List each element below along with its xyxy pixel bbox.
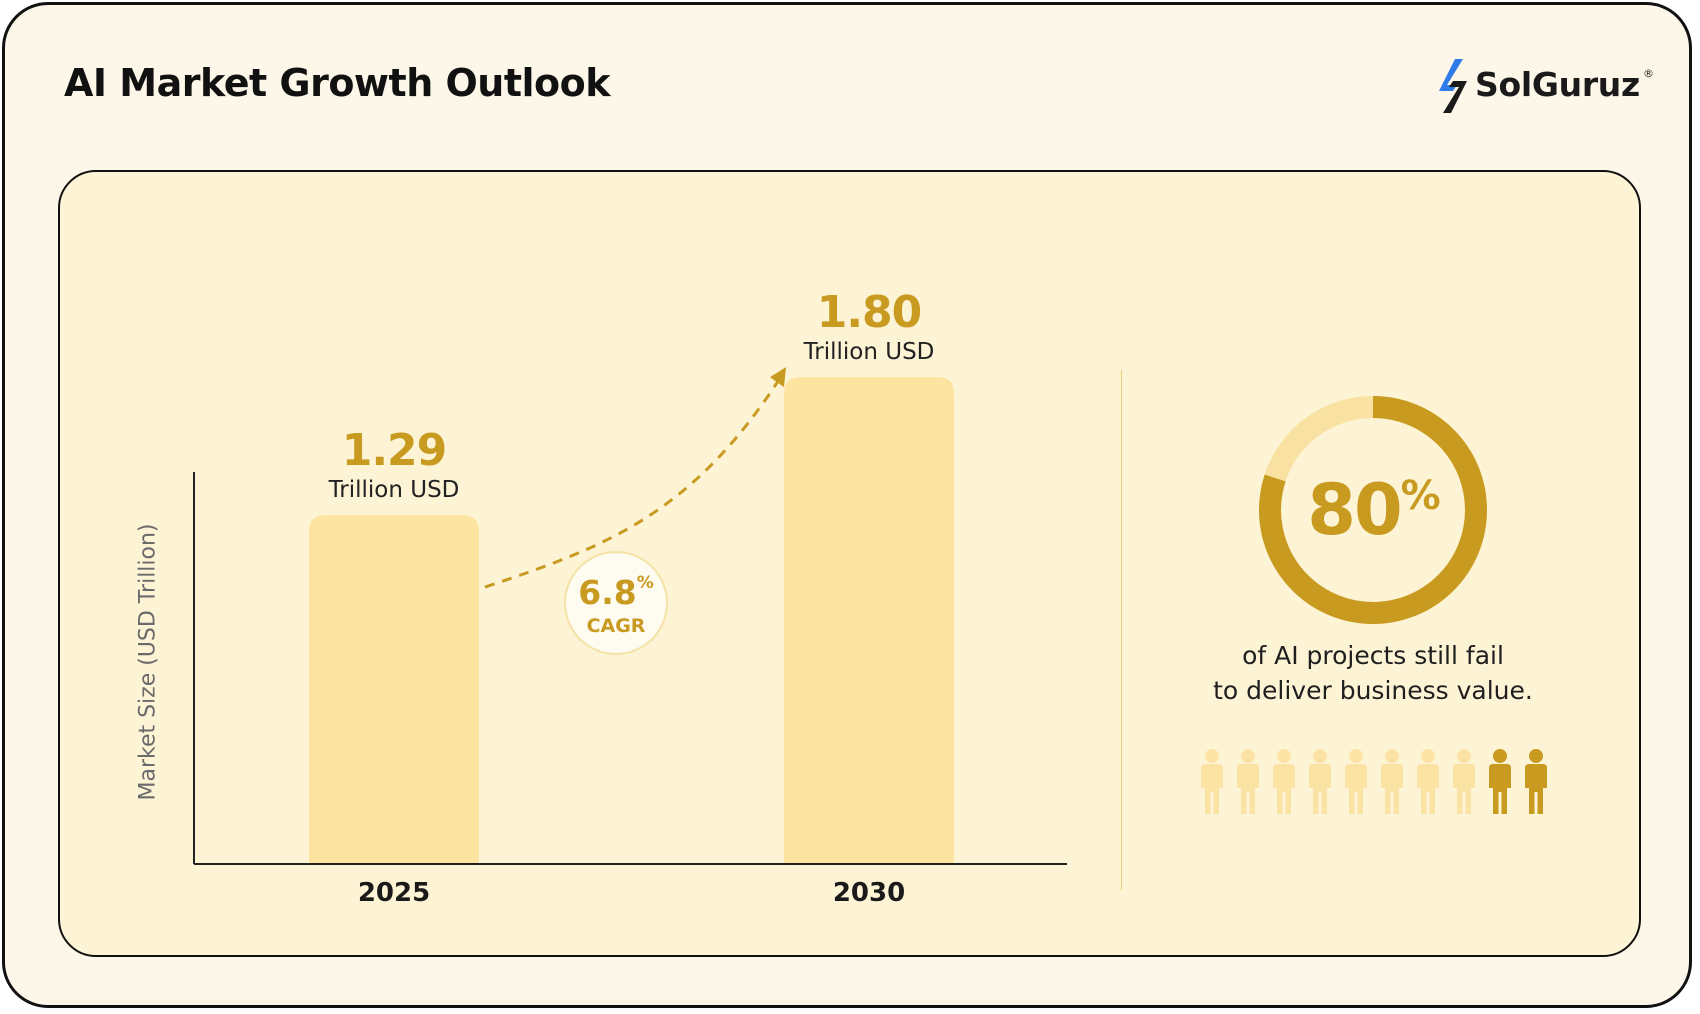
growth-arrow-head-icon bbox=[770, 367, 786, 388]
bar-2030 bbox=[784, 377, 954, 864]
people-row bbox=[1201, 749, 1547, 814]
person-icon bbox=[1381, 749, 1403, 814]
person-icon bbox=[1273, 749, 1295, 814]
person-icon bbox=[1201, 749, 1223, 814]
person-icon bbox=[1309, 749, 1331, 814]
donut-value: 80% bbox=[1307, 469, 1441, 551]
cagr-label: CAGR bbox=[586, 615, 646, 637]
person-icon bbox=[1417, 749, 1439, 814]
cagr-badge: 6.8% CAGR bbox=[564, 551, 668, 655]
bar-2025 bbox=[309, 515, 479, 864]
page-title: AI Market Growth Outlook bbox=[64, 61, 611, 105]
data-unit-2030: Trillion USD bbox=[803, 339, 935, 366]
data-unit-2025: Trillion USD bbox=[328, 477, 460, 504]
logo-registered-mark: ® bbox=[1643, 67, 1654, 80]
person-icon bbox=[1453, 749, 1475, 814]
logo-mark-icon bbox=[1439, 59, 1467, 113]
section-divider bbox=[1121, 370, 1122, 890]
person-icon bbox=[1345, 749, 1367, 814]
growth-arrow-line bbox=[484, 374, 784, 589]
donut-percent-sign: % bbox=[1400, 473, 1441, 519]
person-icon bbox=[1237, 749, 1259, 814]
y-axis-label: Market Size (USD Trillion) bbox=[135, 523, 161, 801]
stat-description: of AI projects still fail to deliver bus… bbox=[1163, 638, 1583, 708]
x-tick-label-2025: 2025 bbox=[357, 878, 431, 908]
cagr-percent-sign: % bbox=[636, 573, 654, 593]
donut-fill bbox=[1259, 396, 1487, 624]
cagr-value: 6.8% bbox=[578, 573, 654, 612]
stat-line-1: of AI projects still fail bbox=[1242, 641, 1504, 670]
person-highlight-icon bbox=[1525, 749, 1547, 814]
stat-line-2: to deliver business value. bbox=[1213, 676, 1533, 705]
logo-text: SolGuruz bbox=[1475, 65, 1640, 104]
data-label-2025: 1.29 bbox=[341, 425, 448, 477]
brand-logo: SolGuruz ® bbox=[1433, 57, 1654, 115]
person-highlight-icon bbox=[1489, 749, 1511, 814]
data-label-2030: 1.80 bbox=[816, 287, 923, 339]
x-tick-label-2030: 2030 bbox=[832, 878, 906, 908]
